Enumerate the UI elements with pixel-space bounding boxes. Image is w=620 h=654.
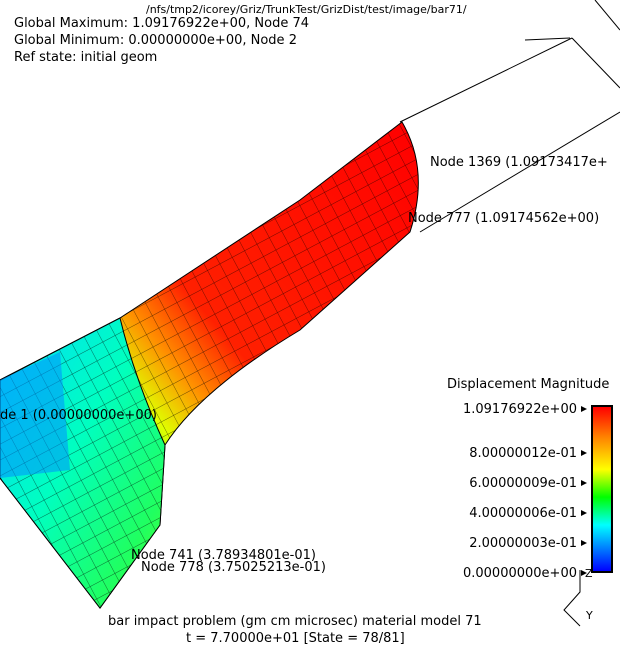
global-maximum: Global Maximum: 1.09176922e+00, Node 74 [14,16,310,31]
problem-description: bar impact problem (gm cm microsec) mate… [108,614,482,629]
legend-tick-icon [581,406,587,412]
node-label-1369: Node 1369 (1.09173417e+ [430,155,608,170]
reference-state: Ref state: initial geom [14,50,158,65]
legend-label-0.8: 8.00000012e-01 [469,446,577,461]
legend-tick-icon [581,540,587,546]
node-label-777: Node 777 (1.09174562e+00) [408,211,600,226]
legend-label-0.4: 4.00000006e-01 [469,506,577,521]
legend-tick-icon [581,480,587,486]
legend-label-0.2: 2.00000003e-01 [469,536,577,551]
file-path: /nfs/tmp2/icorey/Griz/TrunkTest/GrizDist… [146,3,467,16]
axis-z-label: Z [585,567,593,580]
legend-title: Displacement Magnitude [447,377,610,392]
axis-y-label: Y [586,609,593,622]
legend-tick-icon [581,570,587,576]
axis-triad-icon [563,570,581,627]
state-info: t = 7.70000e+01 [State = 78/81] [186,631,405,646]
reference-outline [399,0,620,233]
node-label-1: de 1 (0.00000000e+00) [0,408,157,423]
color-scale-bar [591,405,613,573]
node-label-778: Node 778 (3.75025213e-01) [141,560,326,575]
legend-label-0.6: 6.00000009e-01 [469,476,577,491]
legend-tick-icon [581,450,587,456]
legend-tick-icon [581,510,587,516]
legend-label-max: 1.09176922e+00 [462,402,577,417]
global-minimum: Global Minimum: 0.00000000e+00, Node 2 [14,33,297,48]
legend-label-min: 0.00000000e+00 [462,566,577,581]
node-label-741: Node 741 (3.78934801e-01) [131,548,316,563]
deformed-bar [0,121,419,609]
